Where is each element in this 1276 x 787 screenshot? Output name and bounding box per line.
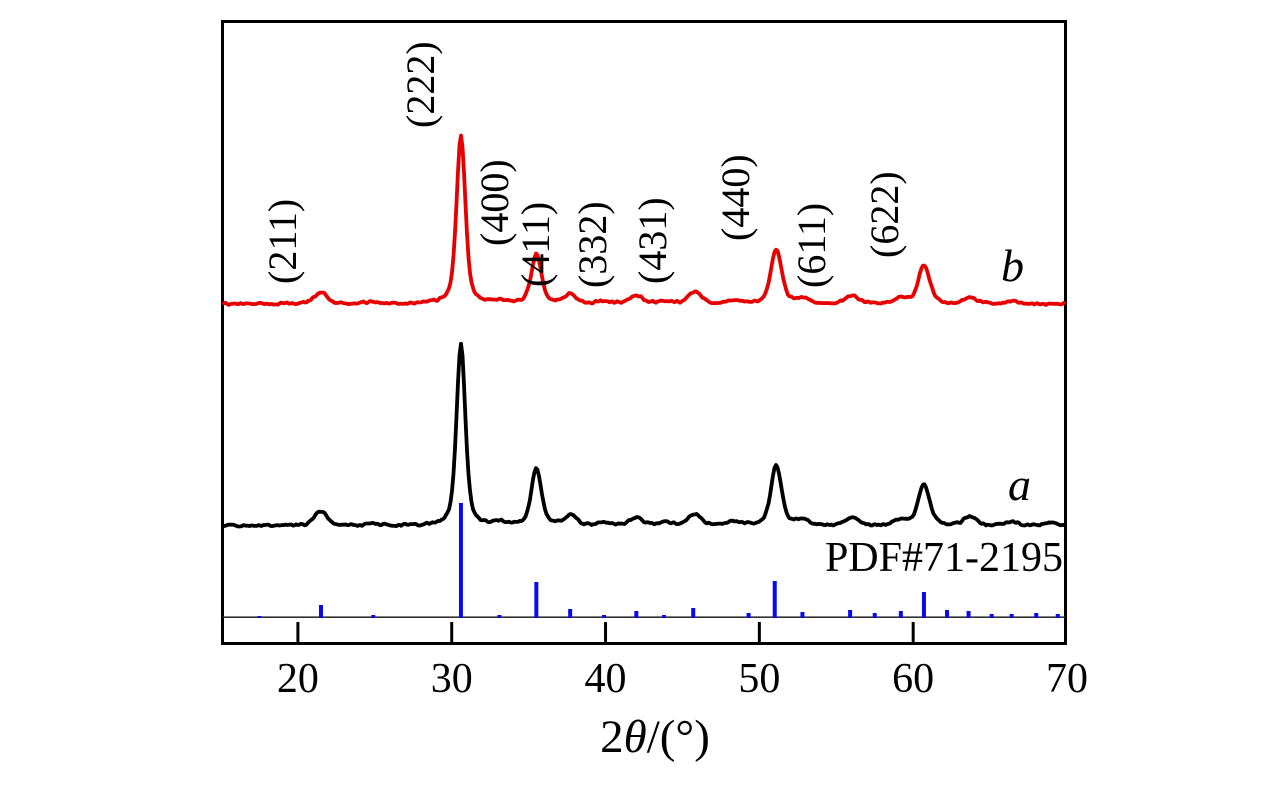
reference-stick [634,611,639,618]
reference-stick [1055,614,1060,618]
reference-stick [921,592,926,618]
x-tick-label: 20 [276,656,319,702]
series-label-b: b [1001,240,1024,291]
reference-stick [772,581,777,618]
peak-label-431: (431) [630,197,676,284]
x-tick-label: 70 [1046,656,1088,702]
reference-stick-pattern [257,503,1060,618]
x-tick-label: 40 [584,656,627,702]
series-a-curve [222,341,1066,529]
reference-stick [602,615,607,618]
x-axis-ticks [296,622,1067,642]
reference-stick [1034,613,1039,618]
reference-stick [691,608,696,618]
peak-label-222: (222) [397,41,443,128]
reference-stick [898,611,903,618]
plot-area [221,20,1067,645]
reference-stick [872,613,877,618]
series-b-curve [222,133,1066,307]
reference-stick [534,582,539,618]
reference-stick [257,616,262,618]
reference-stick [371,615,376,618]
peak-label-411: (411) [513,201,559,287]
peak-label-622: (622) [862,171,908,258]
x-tick-label: 30 [430,656,473,702]
reference-stick [746,613,751,618]
peak-label-400: (400) [471,159,517,246]
reference-stick [458,503,463,618]
peak-label-332: (332) [570,201,616,288]
peak-label-211: (211) [259,198,305,284]
reference-stick [848,610,853,618]
peak-label-440: (440) [713,154,759,241]
x-tick-label: 60 [892,656,935,702]
x-tick-label: 50 [738,656,781,702]
reference-card-label: PDF#71-2195 [824,535,1063,581]
reference-stick [661,615,666,618]
reference-stick [568,609,573,618]
reference-stick [497,615,502,618]
peak-label-611: (611) [788,202,834,288]
x-axis-title: 2θ/(°) [600,712,710,762]
x-axis-title-theta: θ [623,711,647,763]
reference-stick [989,614,994,618]
reference-stick [318,605,323,618]
reference-stick [800,612,805,618]
reference-stick [966,611,971,618]
x-axis-title-units: /(°) [646,711,710,763]
x-axis-title-prefix: 2 [600,711,624,763]
series-label-a: a [1008,459,1031,510]
reference-stick [1009,614,1014,618]
reference-stick [945,610,950,618]
